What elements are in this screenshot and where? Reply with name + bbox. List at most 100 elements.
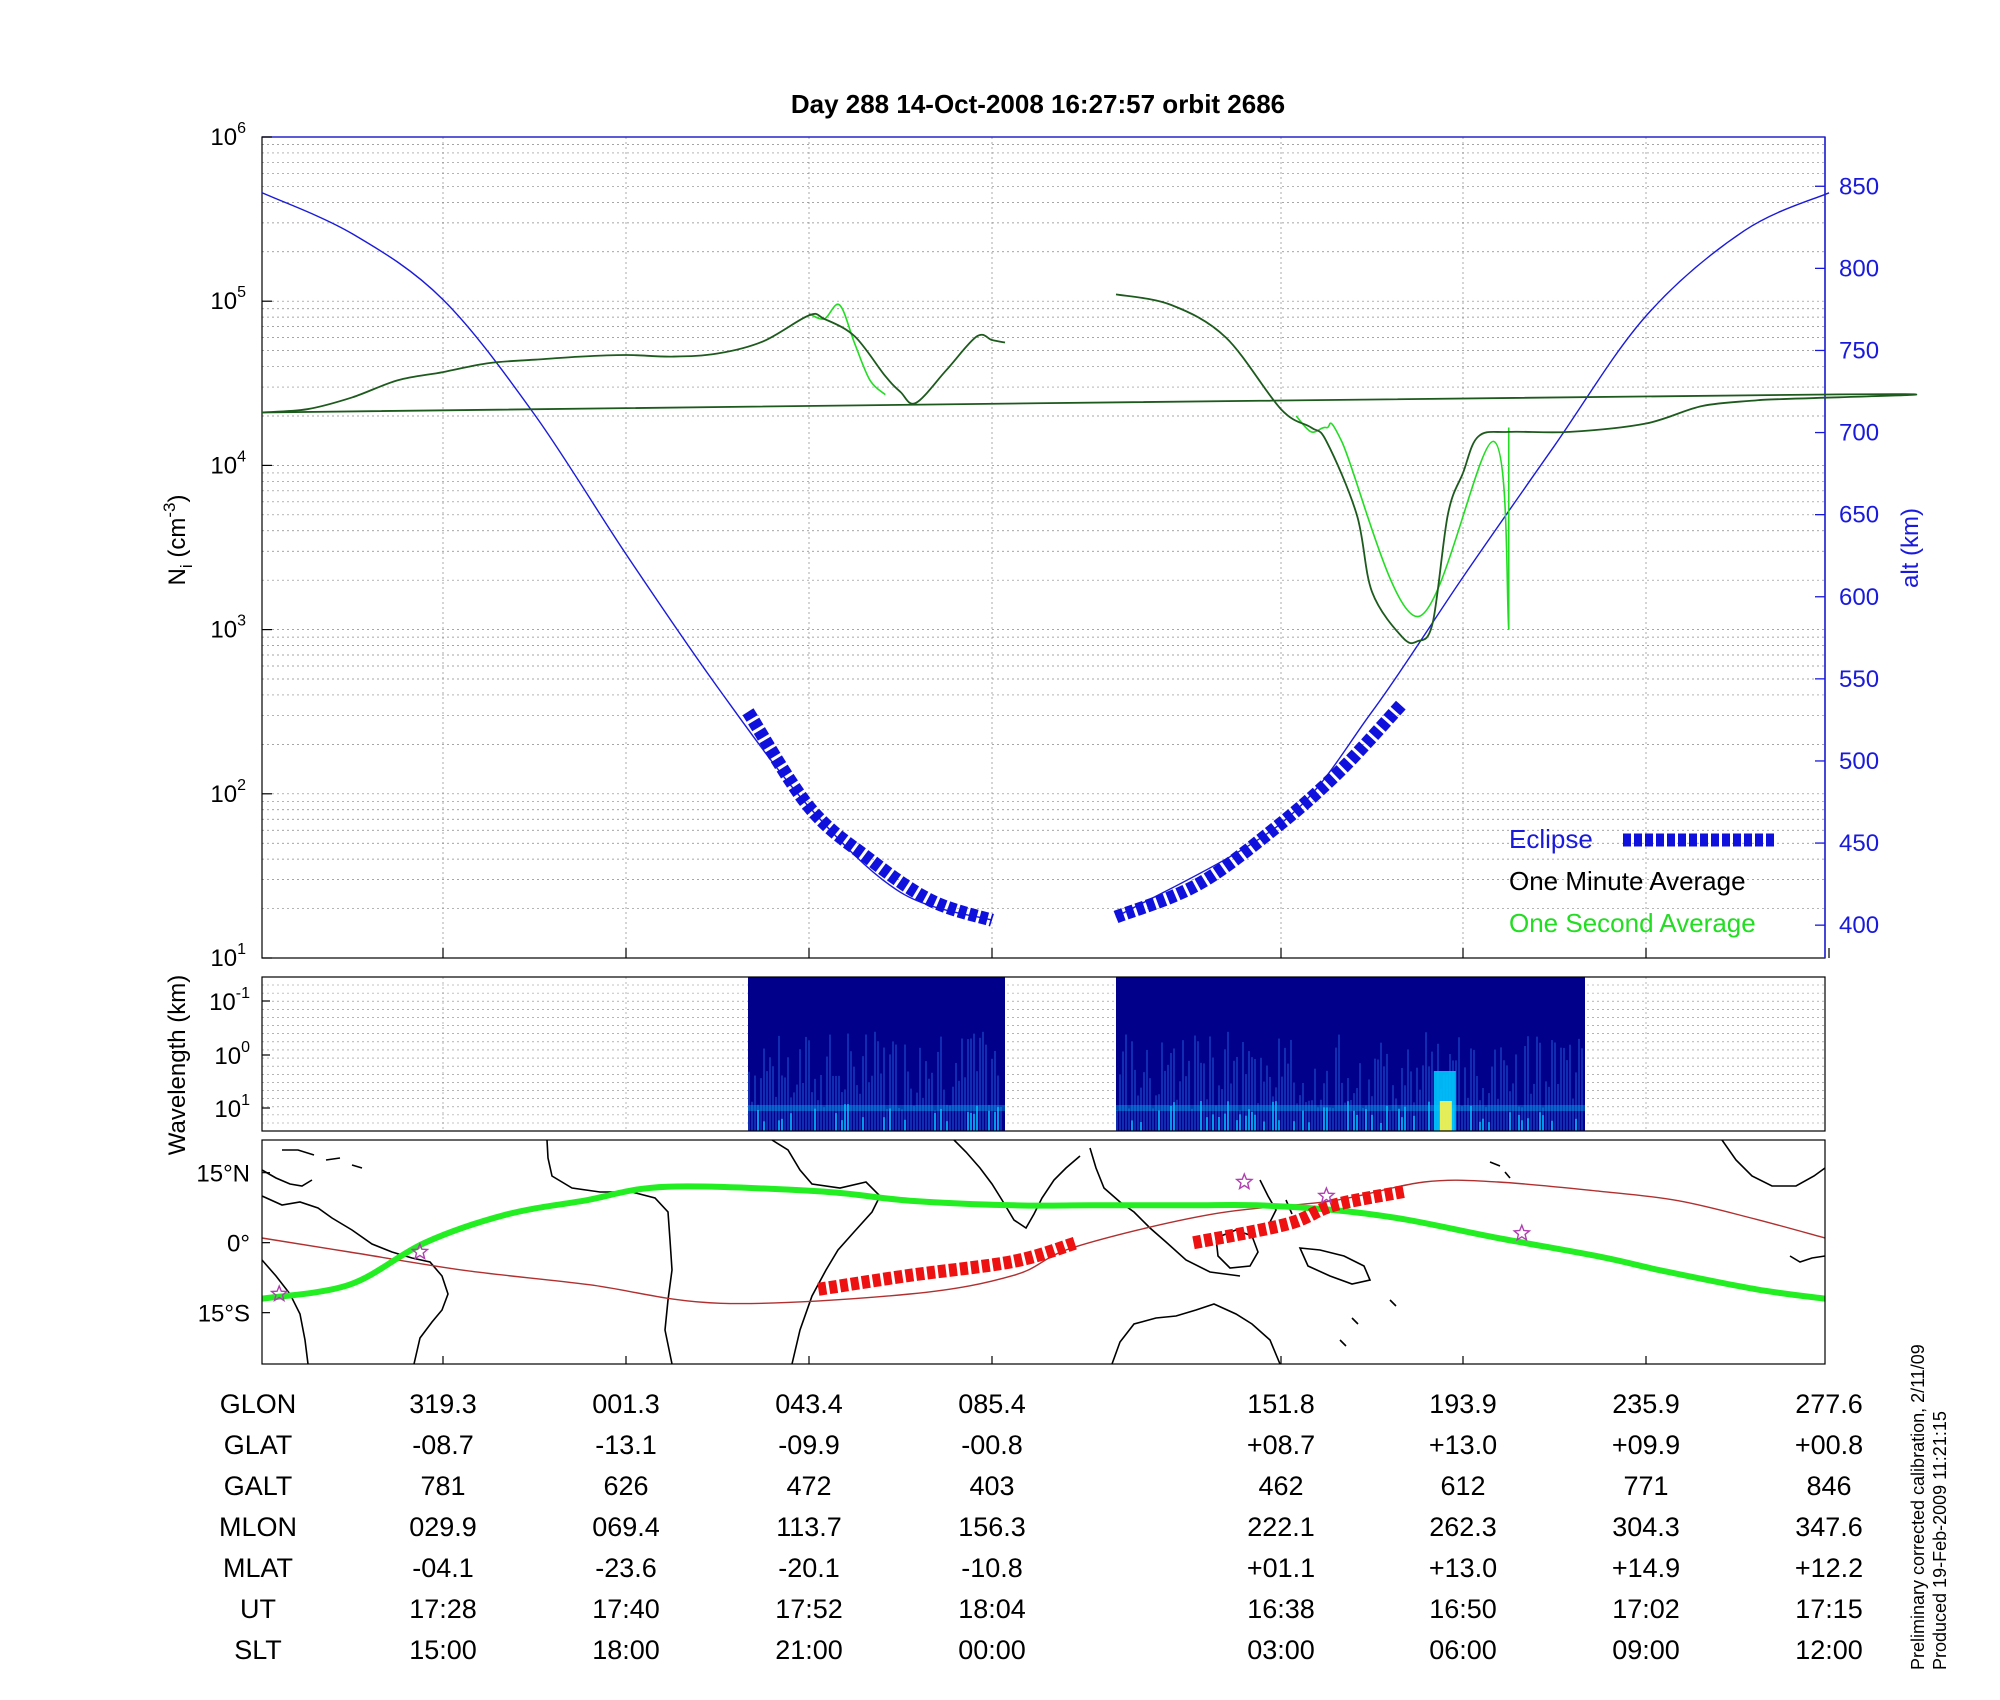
spectrogram-column [769,1057,771,1131]
spectrogram-column [1173,1048,1175,1131]
spectrogram-column [979,1037,981,1131]
coastline-australia [1111,1303,1281,1365]
altitude-y-tick-label: 850 [1839,173,1879,200]
spectrogram-column [781,1075,783,1131]
spectrogram-column-bright [904,1119,906,1131]
star-marker [410,1242,430,1261]
spectrogram-column [817,1100,819,1131]
table-cell: -10.8 [961,1553,1023,1583]
spectrogram-column [1206,1099,1208,1131]
spectrogram-column [1248,1051,1250,1131]
altitude-y-tick-label: 650 [1839,502,1879,529]
spectrogram-column [1119,1074,1121,1131]
spectrogram-column [814,1078,816,1131]
spectrogram-column [925,1061,927,1131]
spectrogram-column [1455,1060,1457,1131]
table-row-label-glon: GLON [220,1389,297,1419]
spectrogram-column [958,1080,960,1131]
table-cell: 17:40 [592,1594,660,1624]
svg-text:Ni (cm-3): Ni (cm-3) [160,495,196,586]
table-cell: 17:52 [775,1594,843,1624]
density-y-axis-label: Ni (cm-3) [160,495,196,586]
spectrogram-column [1326,1070,1328,1131]
legend-one-minute-label: One Minute Average [1509,866,1746,896]
spectrogram-column [1125,1034,1127,1131]
spectrogram-gridlines [262,977,1825,1131]
spectrogram-column [883,1047,885,1131]
spectrogram-column-bright [1551,1120,1553,1131]
spectrogram-column [895,1044,897,1131]
figure-title: Day 288 14-Oct-2008 16:27:57 orbit 2686 [791,89,1285,119]
table-cell: -08.7 [412,1430,474,1460]
spectrogram-column [967,1039,969,1131]
spectrogram-column-bright [1479,1121,1481,1131]
table-cell: 06:00 [1429,1635,1497,1665]
ground-track-line [261,1183,1826,1302]
spectrogram-hotspot-core [1439,1101,1452,1131]
spectrogram-column [1578,1038,1580,1131]
spectrogram-column [1212,1057,1214,1131]
spectrogram-column-bright [1404,1106,1406,1131]
spectrogram-column [796,1084,798,1131]
spectrogram-column [922,1097,924,1131]
spectrogram-column [1263,1081,1265,1131]
spectrogram-column [871,1075,873,1131]
spectrogram-column [1260,1057,1262,1131]
spectrogram-column [847,1033,849,1131]
table-cell: +13.0 [1429,1553,1497,1583]
spectrogram-column [1251,1057,1253,1131]
altitude-y-axis-label: alt (km) [1897,508,1924,588]
tick-base: 10 [210,288,237,315]
map-y-tick-label: 0° [227,1231,250,1258]
spectrogram-column [1533,1083,1535,1131]
spectrogram-column [1536,1036,1538,1131]
spectrogram-column-bright [790,1113,792,1131]
table-cell: 347.6 [1795,1512,1863,1542]
spectrogram-column [1419,1089,1421,1131]
spectrogram-column-bright [1302,1110,1304,1131]
spectrogram-column [1431,1051,1433,1131]
altitude-y-tick-label: 500 [1839,748,1879,775]
spectrogram-column [1374,1058,1376,1131]
spectrogram-column [1293,1082,1295,1131]
spectrogram-column-bright [1251,1111,1253,1131]
density-y-tick-label: 101 [210,941,246,972]
spectrogram-column [1182,1040,1184,1131]
spectrogram-column [1233,1060,1235,1131]
spectrogram-column [1305,1102,1307,1131]
altitude-y-tick-label: 400 [1839,912,1879,939]
table-row-label-ut: UT [240,1594,276,1624]
spectrogram-column [1566,1060,1568,1131]
spectrogram-column [1386,1053,1388,1131]
table-cell: -04.1 [412,1553,474,1583]
tick-base: 10 [210,945,237,972]
spectrogram-column-bright [1173,1102,1175,1131]
spectrogram-column [1560,1047,1562,1131]
spectrogram-column [961,1038,963,1131]
spectrogram-column [1509,1091,1511,1131]
legend-one-second-label: One Second Average [1509,908,1756,938]
spectrogram-column [1539,1042,1541,1131]
spectrogram-column [1155,1095,1157,1131]
spectrogram-column [1281,1076,1283,1131]
spectrogram-column-bright [1347,1101,1349,1131]
spectrogram-column [997,1075,999,1131]
spectrogram-column [793,1092,795,1131]
table-cell: +00.8 [1795,1430,1863,1460]
spectrogram-column-bright [1293,1121,1295,1131]
coastline-north-america [1721,1139,1826,1187]
spectrogram-column [1521,1107,1523,1131]
spectrogram-column [877,1041,879,1131]
spectrogram-column [1425,1032,1427,1131]
spectrogram-column [1116,1110,1118,1131]
altitude-y-tick-label: 550 [1839,666,1879,693]
coastline-central-america [261,1169,313,1187]
table-cell: 156.3 [958,1512,1026,1542]
spectrogram-y-axis-label: Wavelength (km) [164,975,191,1156]
spectrogram-column [1185,1076,1187,1131]
map-y-tick-label: 15°N [196,1161,250,1188]
spectrogram-column [823,1107,825,1131]
spectrogram-frame [261,976,1826,1132]
spectrogram-column [1170,1052,1172,1131]
